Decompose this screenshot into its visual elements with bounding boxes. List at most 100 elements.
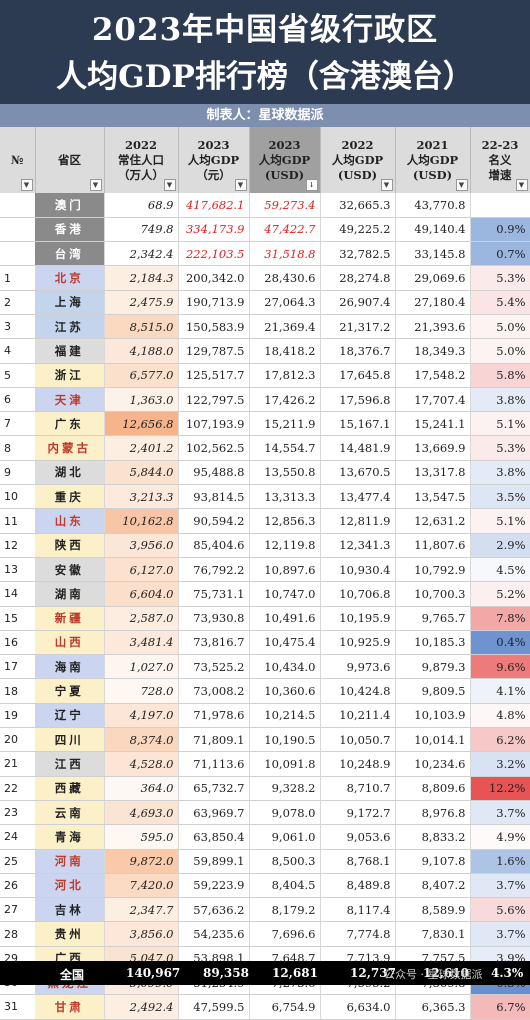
- gdp-2021-usd-cell: 8,833.2: [395, 824, 471, 850]
- header-rank: № ▼: [0, 127, 36, 193]
- table-row: 13 安徽 6,127.0 76,792.2 10,897.6 10,930.4 10,79…: [0, 557, 530, 583]
- total-label: 全国: [60, 968, 85, 982]
- header-text: (USD): [264, 167, 305, 182]
- province-cell: 四川: [35, 727, 105, 753]
- population-cell: 2,184.3: [104, 265, 179, 291]
- rank: 27: [0, 897, 35, 923]
- page-subtitle: 人均GDP排行榜（含港澳台）: [56, 59, 474, 95]
- gdp-2023-cny-cell: 125,517.7: [178, 363, 250, 388]
- filter-dropdown-icon[interactable]: ▼: [380, 179, 393, 191]
- rank: 21: [0, 751, 35, 777]
- gdp-2022-usd-cell: 12,811.9: [320, 508, 396, 534]
- growth-cell: 2.9%: [470, 533, 530, 558]
- province-cell: 青海: [35, 824, 105, 850]
- growth-cell: 5.4%: [470, 290, 530, 315]
- growth-cell: 5.3%: [470, 265, 530, 291]
- gdp-2023-cny-cell: 190,713.9: [178, 290, 250, 315]
- gdp-2023-usd-cell: 21,369.4: [249, 314, 321, 340]
- population-cell: 10,162.8: [104, 508, 179, 534]
- gdp-2022-usd-cell: 12,341.3: [320, 533, 396, 558]
- gdp-2023-usd-cell: 10,897.6: [249, 557, 321, 583]
- gdp-2022-usd-cell: 8,710.7: [320, 776, 396, 801]
- filter-dropdown-icon[interactable]: ▼: [20, 179, 33, 191]
- header-text: (USD): [337, 167, 378, 182]
- filter-dropdown-icon[interactable]: ▼: [455, 179, 468, 191]
- province-cell: 贵州: [35, 921, 105, 947]
- header-row: № ▼ 省区 ▼ 2022 常住人口 （万人） ▼ 2023 人均GDP （元） ▼ 2023 人均GDP…: [0, 127, 530, 193]
- gdp-2023-usd-cell: 9,078.0: [249, 800, 321, 826]
- gdp-2022-usd-cell: 15,167.1: [320, 411, 396, 437]
- gdp-2023-cny-cell: 75,731.1: [178, 581, 250, 607]
- gdp-2023-usd-cell: 27,064.3: [249, 290, 321, 315]
- table-row: 14 湖南 6,604.0 75,731.1 10,747.0 10,706.8 10,70…: [0, 581, 530, 607]
- filter-dropdown-icon[interactable]: ▼: [515, 179, 528, 191]
- table-row: 25 河南 9,872.0 59,899.1 8,500.3 8,768.1 9,107.8…: [0, 849, 530, 874]
- growth-cell: 5.0%: [470, 338, 530, 364]
- header-text: （万人）: [118, 167, 164, 182]
- gdp-2022-usd-cell: 10,424.8: [320, 678, 396, 704]
- growth-cell: 0.9%: [470, 217, 530, 243]
- population-cell: 4,693.0: [104, 800, 179, 826]
- gdp-2022-usd-cell: 10,930.4: [320, 557, 396, 583]
- gdp-2023-usd-cell: 31,518.8: [249, 241, 321, 267]
- gdp-2022-usd-cell: 17,596.8: [320, 387, 396, 413]
- table-row: 6 天津 1,363.0 122,797.5 17,426.2 17,596.8 17,70…: [0, 387, 530, 413]
- header-gdp-2021-usd: 2021 人均GDP (USD) ▼: [395, 127, 471, 193]
- gdp-2023-usd-cell: 8,500.3: [249, 849, 321, 874]
- header-text: №: [11, 152, 24, 167]
- ranking-table: № ▼ 省区 ▼ 2022 常住人口 （万人） ▼ 2023 人均GDP （元） ▼ 2023 人均GDP…: [0, 127, 530, 1020]
- rank: 12: [0, 533, 35, 558]
- population-cell: 9,872.0: [104, 849, 179, 874]
- growth-cell: 3.2%: [470, 751, 530, 777]
- gdp-2021-usd-cell: 7,830.1: [395, 921, 471, 947]
- rank: 9: [0, 460, 35, 486]
- gdp-2023-cny-cell: 102,562.5: [178, 435, 250, 461]
- population-cell: 4,188.0: [104, 338, 179, 364]
- province-cell: 福建: [35, 338, 105, 364]
- gdp-2023-usd-cell: 10,475.4: [249, 630, 321, 656]
- total-row: 全国 140,967 89,358 12,681 12,737 12,610 4…: [0, 961, 530, 985]
- growth-cell: 6.7%: [470, 994, 530, 1020]
- gdp-2022-usd-cell: 8,768.1: [320, 849, 396, 874]
- population-cell: 6,577.0: [104, 363, 179, 388]
- filter-dropdown-icon[interactable]: ▼: [234, 179, 247, 191]
- province-cell: 山西: [35, 630, 105, 656]
- rank: 18: [0, 678, 35, 704]
- rank: 22: [0, 776, 35, 801]
- total-usd23: 12,681: [272, 966, 318, 980]
- gdp-2022-usd-cell: 13,477.4: [320, 484, 396, 510]
- header-text: 增速: [488, 167, 512, 182]
- header-text: 人均GDP: [258, 152, 311, 167]
- province-cell: 湖北: [35, 460, 105, 486]
- population-cell: 2,347.7: [104, 897, 179, 923]
- province-cell: 新疆: [35, 606, 105, 631]
- filter-dropdown-icon[interactable]: ▼: [163, 179, 176, 191]
- gdp-2023-cny-cell: 90,594.2: [178, 508, 250, 534]
- population-cell: 1,027.0: [104, 654, 179, 680]
- gdp-2023-cny-cell: 65,732.7: [178, 776, 250, 801]
- header-text: 2022: [341, 137, 374, 152]
- filter-dropdown-icon[interactable]: ▼: [89, 179, 102, 191]
- province-cell: 上海: [35, 290, 105, 315]
- gdp-2022-usd-cell: 32,665.3: [320, 193, 396, 218]
- population-cell: 6,604.0: [104, 581, 179, 607]
- rank: 14: [0, 581, 35, 607]
- rank: 20: [0, 727, 35, 753]
- sort-dropdown-icon[interactable]: ↓: [305, 179, 318, 191]
- header-gdp-2022-usd: 2022 人均GDP (USD) ▼: [320, 127, 396, 193]
- watermark: 公众号 · 星球数据派: [384, 968, 483, 981]
- table-row: 8 内蒙古 2,401.2 102,562.5 14,554.7 14,481.9 13,6…: [0, 435, 530, 461]
- population-cell: 68.9: [104, 193, 179, 218]
- total-usd22: 12,737: [350, 966, 396, 980]
- gdp-2023-cny-cell: 71,978.6: [178, 703, 250, 729]
- table-row: 7 广东 12,656.8 107,193.9 15,211.9 15,167.1 15,2…: [0, 411, 530, 437]
- gdp-2023-cny-cell: 334,173.9: [178, 217, 250, 243]
- growth-cell: 12.2%: [470, 776, 530, 801]
- rank: 15: [0, 606, 35, 631]
- header-population: 2022 常住人口 （万人） ▼: [104, 127, 179, 193]
- growth-cell: 4.5%: [470, 557, 530, 583]
- rank: 19: [0, 703, 35, 729]
- population-cell: 2,342.4: [104, 241, 179, 267]
- table-row: 台湾 2,342.4 222,103.5 31,518.8 32,782.5 33,145…: [0, 241, 530, 267]
- growth-cell: [470, 193, 530, 218]
